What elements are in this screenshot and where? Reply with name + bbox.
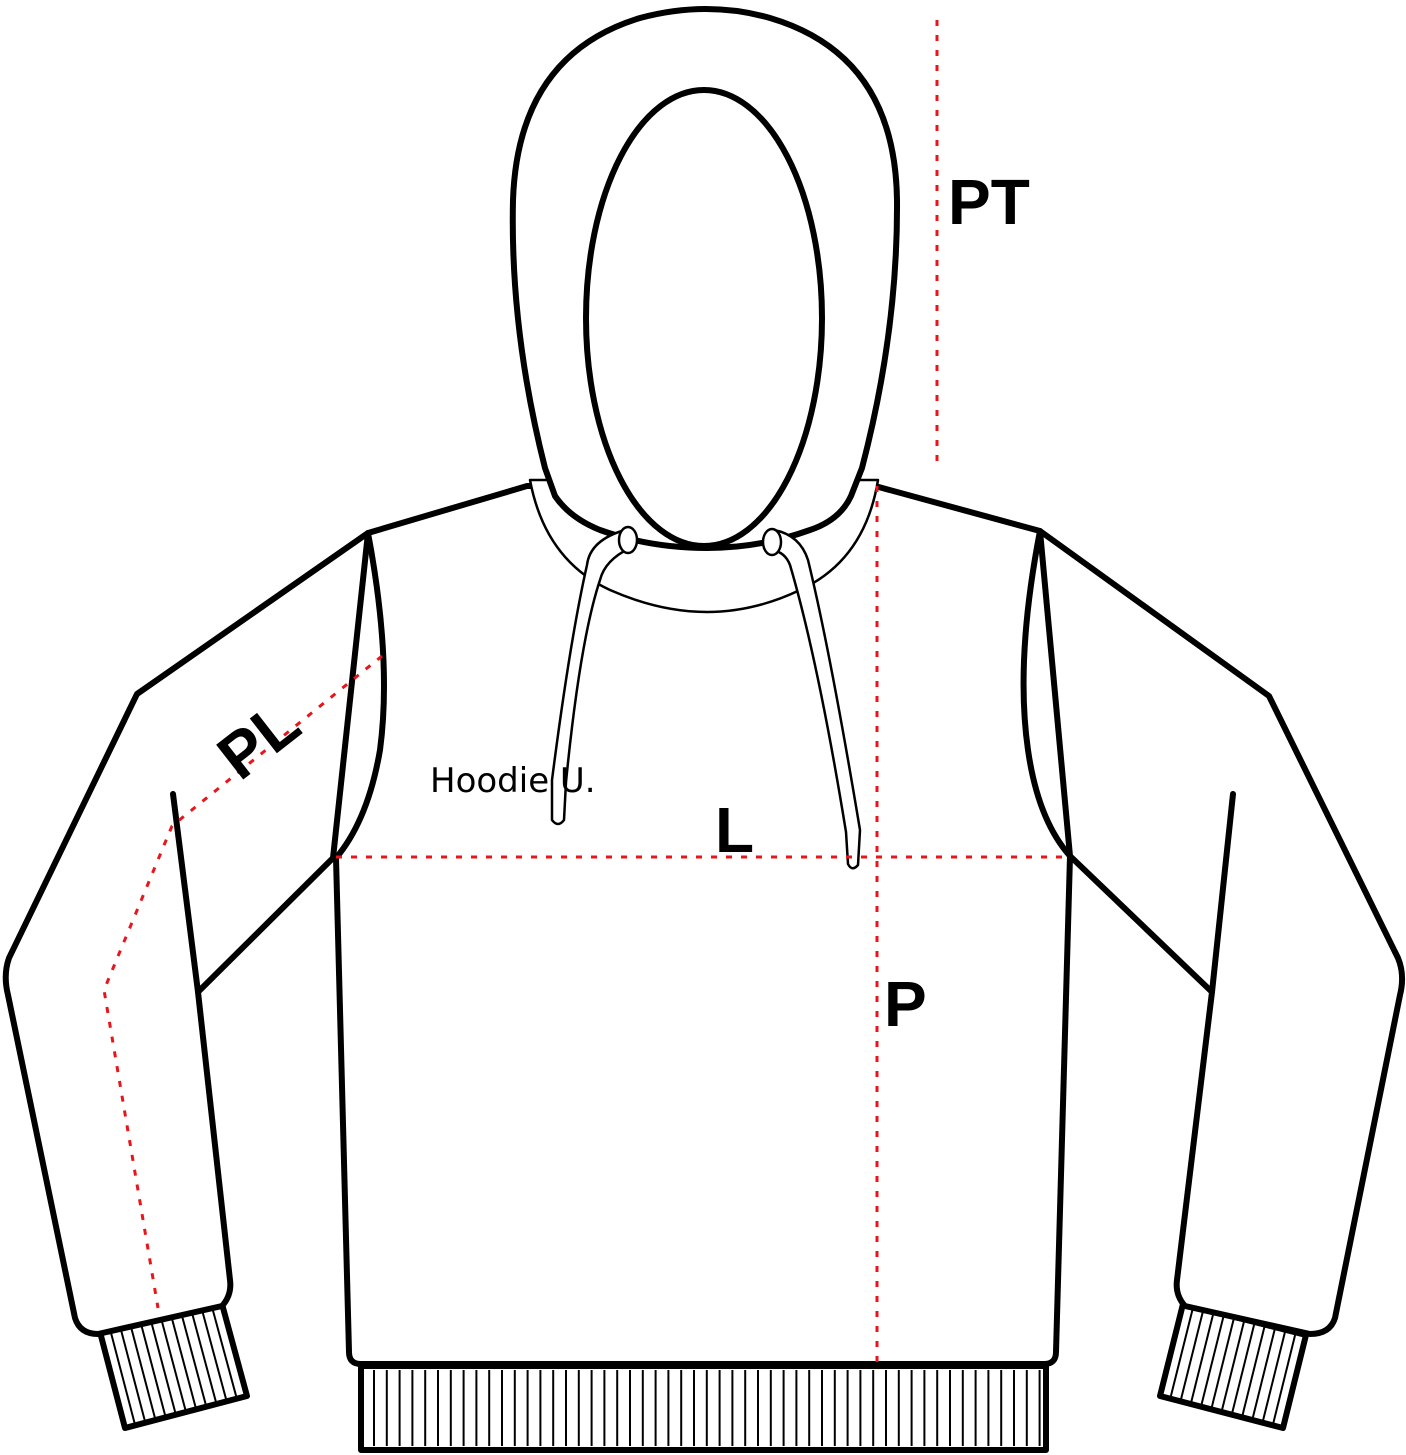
brand-text: Hoodie U. bbox=[430, 761, 596, 801]
cuff-rib-line bbox=[1210, 1316, 1236, 1410]
left-cuff-ribs bbox=[109, 1306, 238, 1426]
p-label: P bbox=[884, 968, 927, 1040]
cuff-rib-line bbox=[1169, 1306, 1195, 1399]
cuff-rib-line bbox=[180, 1313, 208, 1407]
cuff-rib-line bbox=[129, 1324, 157, 1421]
face-opening bbox=[583, 87, 825, 549]
cuff-rib-line bbox=[1200, 1314, 1225, 1407]
cuff-rib-line bbox=[160, 1317, 187, 1413]
right-cuff-ribs bbox=[1169, 1306, 1297, 1426]
cuff-rib-line bbox=[1230, 1321, 1256, 1415]
cuff-rib-line bbox=[1261, 1329, 1287, 1423]
right-eyelet bbox=[761, 527, 783, 557]
cuff-rib-line bbox=[139, 1322, 167, 1418]
left-sleeve bbox=[2, 530, 371, 1337]
cuff-rib-line bbox=[1241, 1324, 1266, 1418]
left-sleeve-fold bbox=[170, 791, 201, 995]
pl-measure-line bbox=[102, 654, 383, 1309]
cuff-rib-line bbox=[1220, 1319, 1246, 1413]
waistband-ribs bbox=[373, 1370, 1041, 1446]
waistband-final bbox=[358, 1363, 1049, 1453]
cuff-rib-line bbox=[119, 1327, 147, 1423]
cuff-rib-line bbox=[1271, 1332, 1297, 1426]
right-sleeve-fold bbox=[1209, 791, 1236, 995]
cuff-rib-line bbox=[190, 1310, 218, 1405]
cuff-rib-line bbox=[1251, 1327, 1277, 1421]
cuff-rib-line bbox=[149, 1320, 177, 1415]
cuff-rib-line bbox=[210, 1306, 238, 1399]
cuff-rib-line bbox=[170, 1315, 198, 1410]
left-eyelet bbox=[617, 525, 639, 555]
l-label: L bbox=[715, 794, 754, 866]
pt-label: PT bbox=[948, 166, 1030, 238]
cuff-rib-line bbox=[109, 1329, 137, 1426]
left-drawstring bbox=[550, 528, 632, 826]
cuff-rib-line bbox=[1189, 1311, 1215, 1405]
cuff-rib-line bbox=[1179, 1308, 1205, 1402]
cuff-rib-line bbox=[200, 1308, 228, 1402]
hoodie-body bbox=[333, 483, 1073, 1367]
right-drawstring bbox=[770, 528, 862, 870]
